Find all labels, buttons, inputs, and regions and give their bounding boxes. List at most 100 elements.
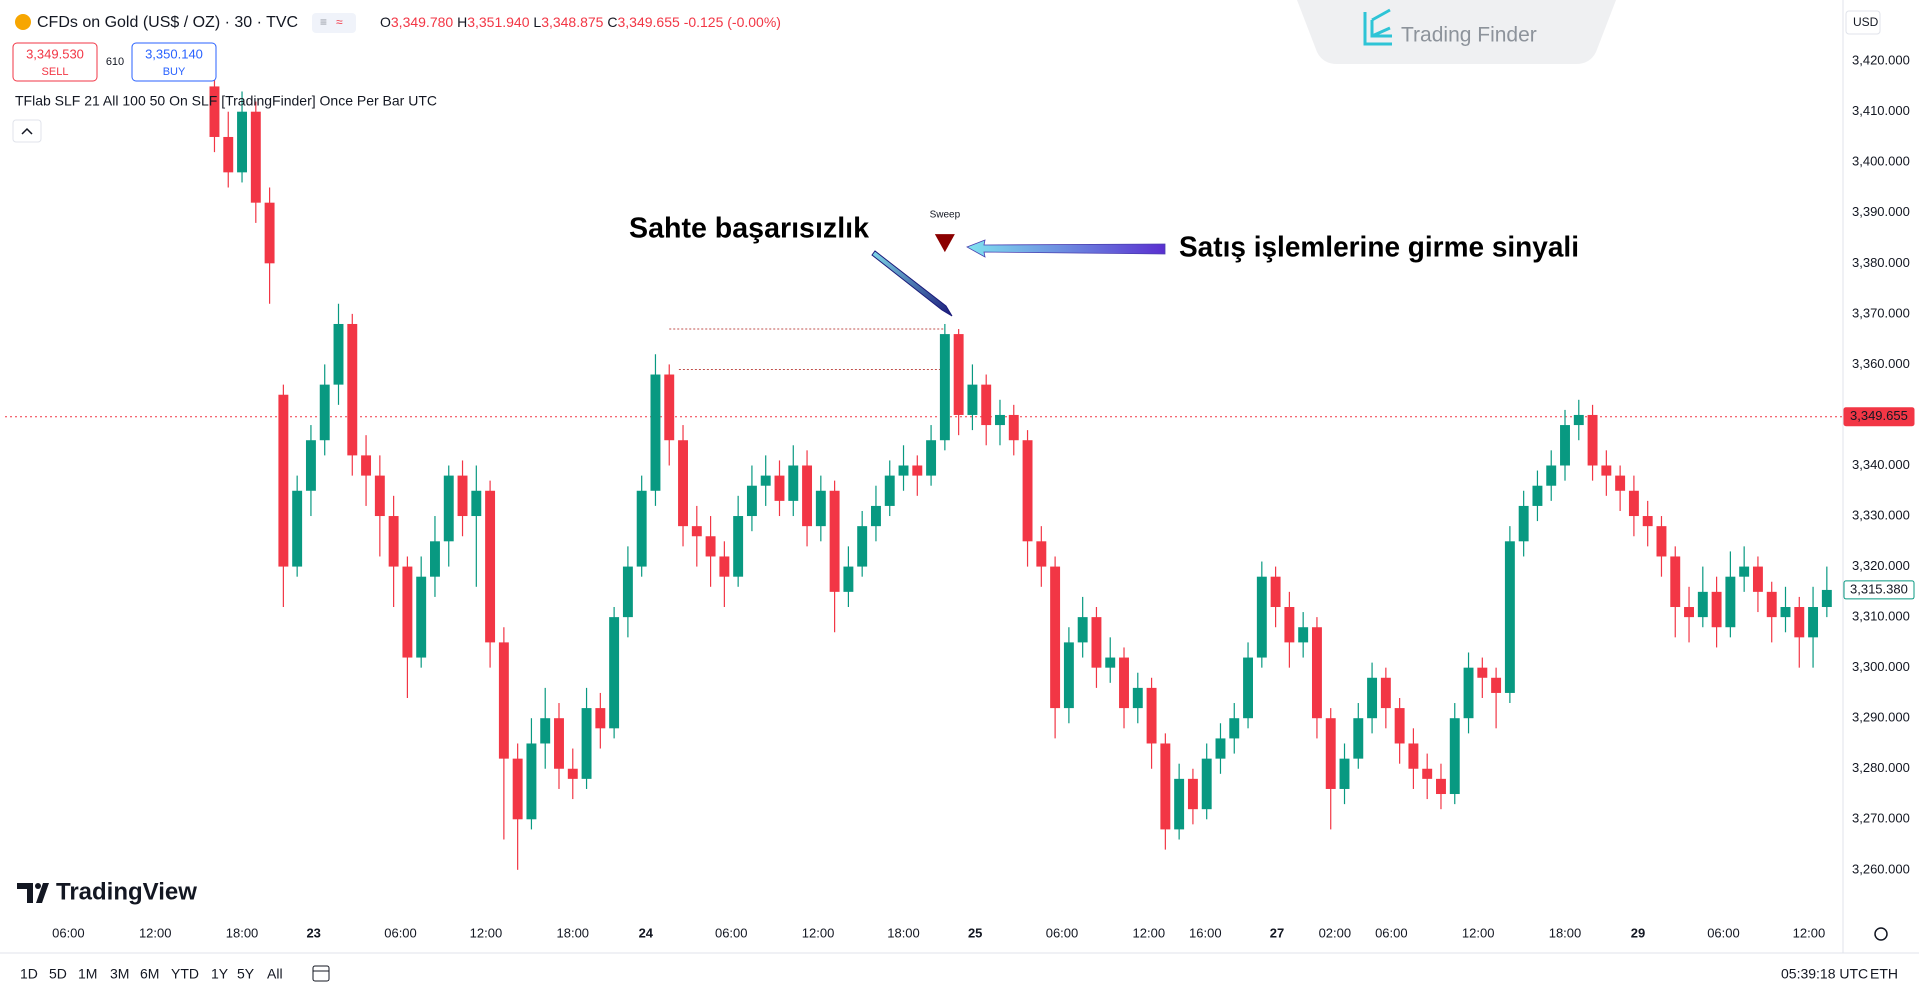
- range-button[interactable]: 1Y: [211, 966, 229, 982]
- price-label: 3,349.655: [1850, 408, 1908, 423]
- range-button[interactable]: 5Y: [237, 966, 255, 982]
- ohlc-key: C: [607, 14, 617, 30]
- y-tick-label: 3,390.000: [1852, 204, 1910, 219]
- candle-body: [1518, 505, 1529, 542]
- y-tick-label: 3,360.000: [1852, 356, 1910, 371]
- candle-body: [1187, 778, 1198, 810]
- candle-body: [319, 384, 330, 441]
- y-tick-label: 3,330.000: [1852, 507, 1910, 522]
- y-tick-label: 3,310.000: [1852, 609, 1910, 624]
- buy-label: BUY: [163, 66, 186, 78]
- range-button[interactable]: YTD: [171, 966, 199, 982]
- buy-price: 3,350.140: [145, 46, 203, 61]
- candle-body: [1353, 718, 1364, 759]
- x-tick-label: 12:00: [1462, 925, 1495, 940]
- candle-body: [1036, 541, 1047, 567]
- session[interactable]: ETH: [1870, 966, 1898, 982]
- candle-body: [802, 465, 813, 527]
- range-button[interactable]: All: [267, 966, 283, 982]
- candle-body: [678, 440, 688, 527]
- candle-body: [939, 334, 950, 441]
- currency-button[interactable]: [1845, 10, 1881, 35]
- candle-body: [1008, 414, 1019, 441]
- candle-body: [1491, 677, 1502, 693]
- candle-body: [264, 202, 275, 264]
- candle-body: [981, 384, 992, 426]
- candle-body: [581, 708, 592, 779]
- brand-name: Trading Finder: [1401, 24, 1537, 47]
- ohlc-value: 3,348.875: [541, 14, 603, 30]
- y-tick-label: 3,320.000: [1852, 558, 1910, 573]
- candle-body: [1560, 425, 1570, 466]
- y-tick-label: 3,290.000: [1852, 710, 1910, 725]
- y-tick-label: 3,380.000: [1852, 255, 1910, 270]
- candle-body: [664, 374, 675, 441]
- annotation: Sahte başarısızlık: [629, 213, 870, 245]
- candle-body: [512, 758, 523, 820]
- candle-body: [278, 394, 289, 567]
- x-tick-label: 12:00: [470, 925, 503, 940]
- x-tick-label: 27: [1270, 925, 1284, 940]
- calendar-icon[interactable]: [312, 965, 330, 982]
- candle-body: [1504, 541, 1515, 693]
- candle-body: [1077, 617, 1088, 643]
- candle-body: [1298, 627, 1309, 643]
- sell-button[interactable]: [12, 42, 98, 82]
- tv-logo-icon: [17, 883, 49, 903]
- candle-body: [209, 86, 220, 137]
- chevron: [21, 127, 33, 135]
- candle-body: [1697, 591, 1708, 618]
- y-tick-label: 3,280.000: [1852, 760, 1910, 775]
- x-tick-label: 18:00: [226, 925, 259, 940]
- candle-body: [540, 718, 551, 744]
- candle-body: [926, 440, 937, 476]
- ohlc-readout: O3,349.780 H3,351.940 L3,348.875 C3,349.…: [380, 14, 781, 30]
- candle-body: [995, 414, 1005, 426]
- settings-icon[interactable]: [1874, 927, 1888, 941]
- candle-body: [719, 556, 730, 577]
- candle-body: [374, 475, 385, 517]
- candle-body: [912, 465, 923, 476]
- candle-body: [1449, 718, 1460, 795]
- range-button[interactable]: 1D: [20, 966, 38, 982]
- buy-button[interactable]: [131, 42, 217, 82]
- y-tick-label: 3,340.000: [1852, 457, 1910, 472]
- chip-icon: ≈: [336, 15, 343, 29]
- x-tick-label: 06:00: [1707, 925, 1740, 940]
- chip[interactable]: [312, 13, 356, 33]
- y-tick-label: 3,400.000: [1852, 154, 1910, 169]
- candle-body: [1132, 687, 1143, 709]
- candle-body: [829, 490, 840, 592]
- range-button[interactable]: 1M: [78, 966, 97, 982]
- candle-body: [595, 708, 606, 729]
- x-tick-label: 12:00: [139, 925, 172, 940]
- x-tick-label: 06:00: [715, 925, 748, 940]
- candle-body: [1615, 475, 1626, 491]
- x-tick-label: 02:00: [1319, 925, 1352, 940]
- ohlc-value: 3,349.780: [391, 14, 453, 30]
- candle-body: [1532, 485, 1543, 506]
- candle-body: [1284, 607, 1295, 643]
- range-button[interactable]: 6M: [140, 966, 159, 982]
- symbol[interactable]: CFDs on Gold (US$ / OZ) · 30 · TVC: [37, 14, 298, 31]
- collapse-button[interactable]: [12, 119, 42, 143]
- range-button[interactable]: 5D: [49, 966, 67, 982]
- candle-body: [1546, 465, 1557, 486]
- candle-body: [1766, 591, 1777, 618]
- annotation: Satış işlemlerine girme sinyali: [1179, 232, 1579, 264]
- candle-body: [1146, 687, 1157, 744]
- x-tick-label: 18:00: [1549, 925, 1582, 940]
- candle-body: [361, 455, 372, 476]
- candle-body: [774, 475, 785, 501]
- candle-body: [1105, 657, 1116, 668]
- symbol-icon: [15, 14, 31, 30]
- candle-body: [305, 440, 316, 491]
- candle-body: [843, 566, 854, 592]
- candle-body: [609, 617, 620, 729]
- candle-body: [1642, 516, 1653, 527]
- candle-body: [691, 526, 702, 537]
- x-tick-label: 23: [306, 925, 320, 940]
- range-button[interactable]: 3M: [110, 966, 129, 982]
- spread: 610: [106, 56, 124, 68]
